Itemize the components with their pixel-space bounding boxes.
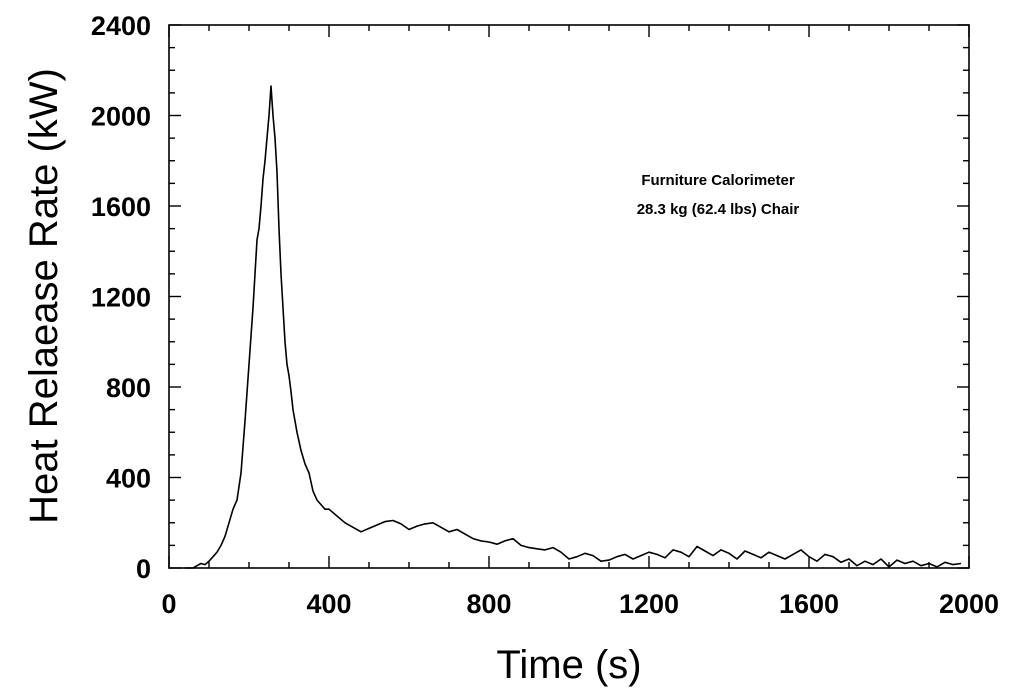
x-axis-title: Time (s) xyxy=(496,643,641,687)
x-tick-label: 1200 xyxy=(619,589,679,619)
x-tick-label: 2000 xyxy=(939,589,999,619)
y-tick-label: 1600 xyxy=(91,192,151,222)
x-tick-label: 1600 xyxy=(779,589,839,619)
y-tick-label: 400 xyxy=(106,464,151,494)
y-tick-label: 0 xyxy=(136,554,151,584)
y-tick-label: 2400 xyxy=(91,11,151,41)
x-tick-label: 400 xyxy=(306,589,351,619)
x-tick-label: 800 xyxy=(466,589,511,619)
y-tick-label: 1200 xyxy=(91,283,151,313)
y-tick-label: 800 xyxy=(106,373,151,403)
x-tick-label: 0 xyxy=(161,589,176,619)
plot-frame xyxy=(168,24,970,569)
y-axis-title: Heat Relaease Rate (kW) xyxy=(22,68,66,524)
tick-marks xyxy=(168,24,970,569)
tick-labels: 0 400 800 1200 1600 2000 0 400 800 1200 1600 2000 24… xyxy=(91,11,999,619)
y-tick-label: 2000 xyxy=(91,102,151,132)
annotation-line-2: 28.3 kg (62.4 lbs) Chair xyxy=(637,201,800,218)
series-line xyxy=(185,85,962,569)
annotation-line-1: Furniture Calorimeter xyxy=(641,172,795,189)
